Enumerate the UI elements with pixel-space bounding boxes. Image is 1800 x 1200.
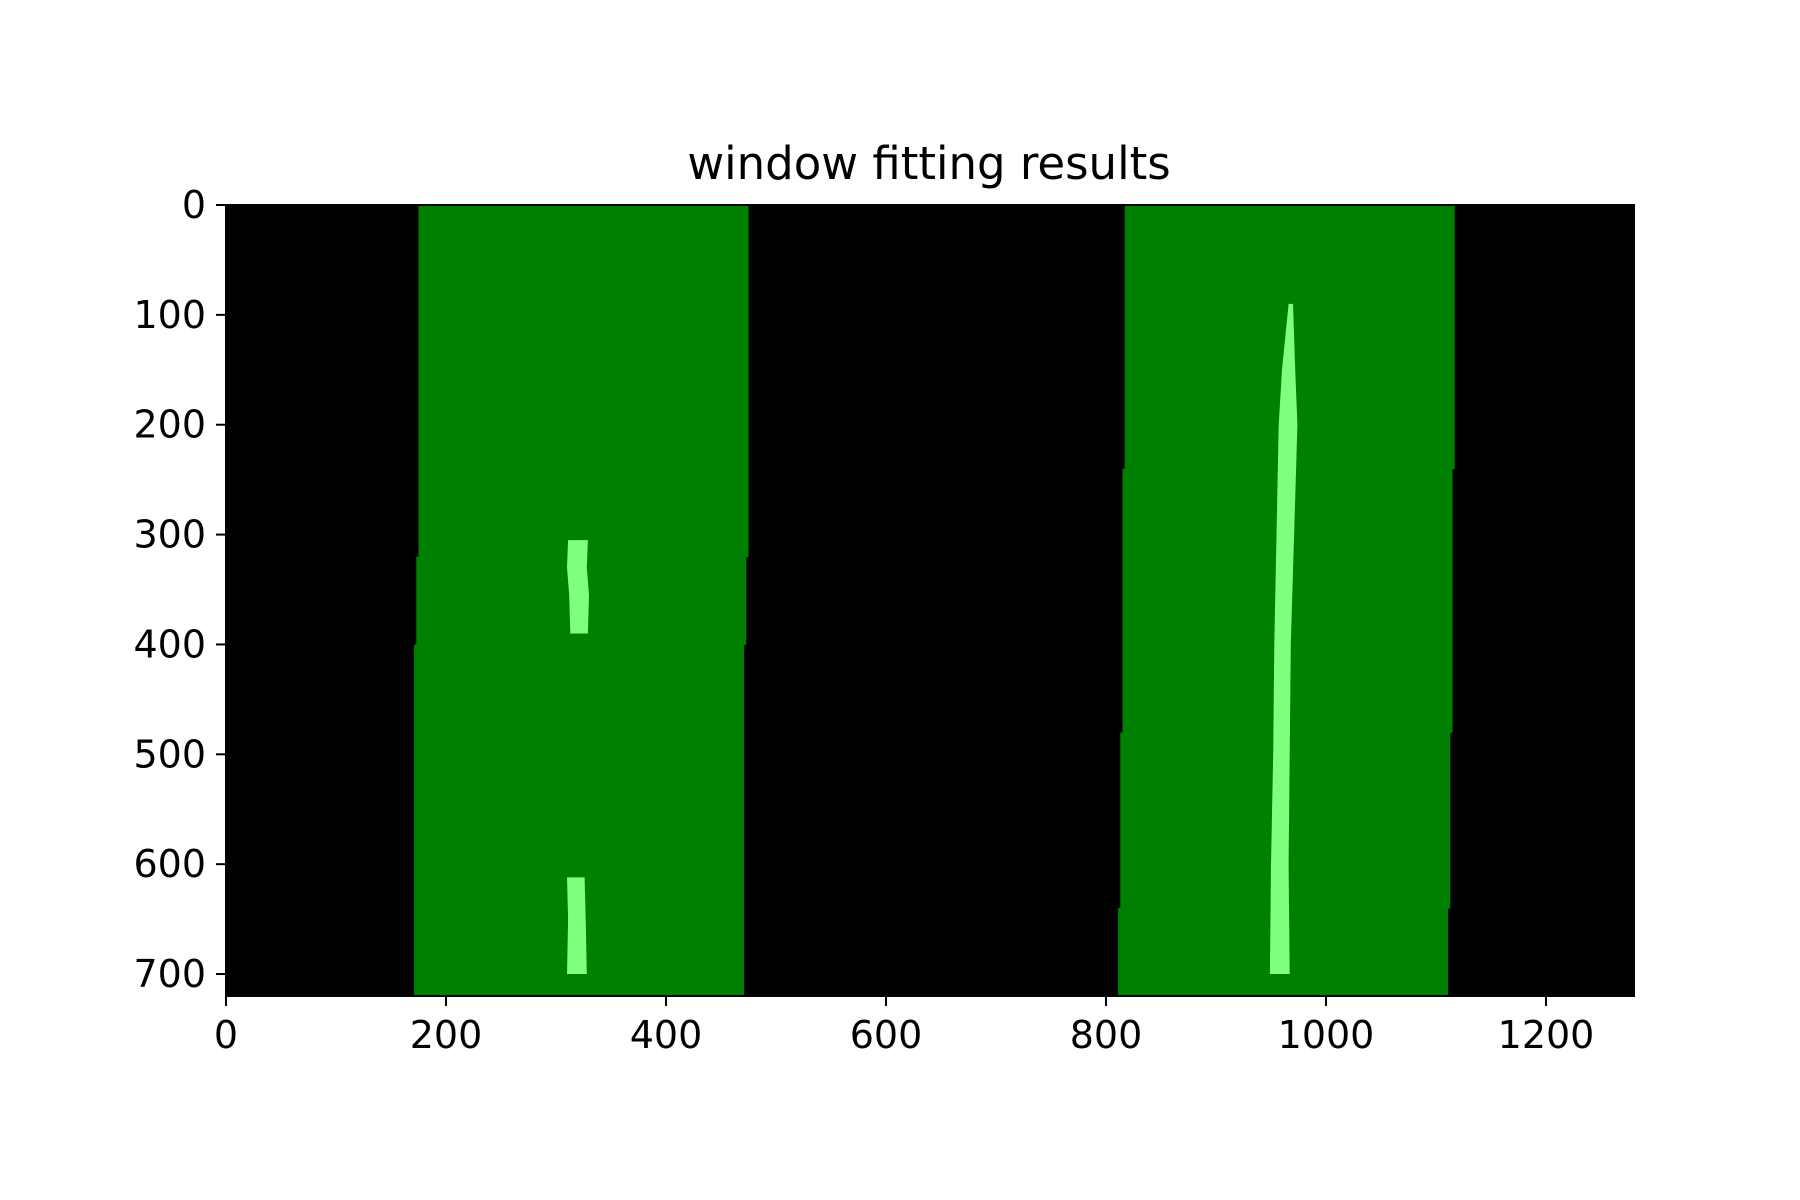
- y-tick-label: 0: [182, 183, 206, 227]
- x-tick-label: 0: [214, 1013, 238, 1057]
- plot-area: [225, 204, 1635, 997]
- axes-frame: [225, 204, 1635, 997]
- lane-pixels: [567, 303, 1298, 974]
- lane-segment-left-lower: [567, 877, 587, 974]
- lane-segment-right-lane: [1269, 303, 1298, 974]
- y-axis: 0 100 200 300 400 500 600 700: [133, 183, 226, 996]
- chart-title: window fitting results: [687, 137, 1170, 190]
- y-tick-label: 300: [133, 513, 206, 557]
- x-tick-label: 600: [850, 1013, 923, 1057]
- lane-segment-left-upper: [567, 540, 589, 634]
- x-tick-label: 400: [630, 1013, 703, 1057]
- x-axis: 0 200 400 600 800 1000 1200: [214, 996, 1594, 1057]
- x-tick-label: 1200: [1498, 1013, 1595, 1057]
- y-tick-label: 700: [133, 952, 206, 996]
- x-tick-label: 800: [1070, 1013, 1143, 1057]
- x-tick-label: 200: [410, 1013, 483, 1057]
- y-tick-label: 600: [133, 842, 206, 886]
- y-tick-label: 500: [133, 732, 206, 776]
- y-tick-label: 100: [133, 293, 206, 337]
- y-tick-label: 200: [133, 403, 206, 447]
- y-tick-label: 400: [133, 622, 206, 666]
- x-tick-label: 1000: [1278, 1013, 1375, 1057]
- window-left-0: [418, 205, 749, 558]
